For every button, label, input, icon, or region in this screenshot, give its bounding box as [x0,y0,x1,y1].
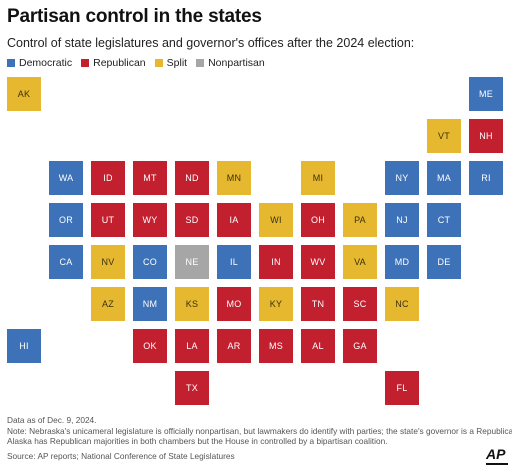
nebraska-note: Note: Nebraska's unicameral legislature … [7,425,512,436]
state-tile-ak: AK [7,77,41,111]
state-tile-oh: OH [301,203,335,237]
state-tile-ia: IA [217,203,251,237]
legend-swatch-democratic [7,59,15,67]
state-tile-pa: PA [343,203,377,237]
state-tile-nc: NC [385,287,419,321]
state-tile-tx: TX [175,371,209,405]
ap-logo: AP [486,446,506,462]
legend-label-democratic: Democratic [19,57,73,69]
state-tile-nv: NV [91,245,125,279]
state-tile-mn: MN [217,161,251,195]
state-tile-co: CO [133,245,167,279]
state-tile-ar: AR [217,329,251,363]
state-tile-nh: NH [469,119,503,153]
legend: Democratic Republican Split Nonpartisan [7,57,274,69]
state-tile-ut: UT [91,203,125,237]
state-tile-ri: RI [469,161,503,195]
state-tile-wa: WA [49,161,83,195]
state-tile-wi: WI [259,203,293,237]
legend-item-republican: Republican [81,57,146,69]
state-tile-mi: MI [301,161,335,195]
state-tile-or: OR [49,203,83,237]
page-title: Partisan control in the states [7,6,262,27]
state-tile-in: IN [259,245,293,279]
legend-item-democratic: Democratic [7,57,72,69]
state-tile-ks: KS [175,287,209,321]
state-tile-ga: GA [343,329,377,363]
legend-swatch-split [154,59,163,67]
state-tile-wy: WY [133,203,167,237]
state-tile-va: VA [343,245,377,279]
alaska-note: Alaska has Republican majorities in both… [7,436,388,447]
state-tile-ok: OK [133,329,167,363]
state-tile-il: IL [217,245,251,279]
legend-label-split: Split [166,57,188,69]
state-tile-la: LA [175,329,209,363]
legend-label-nonpartisan: Nonpartisan [208,57,265,69]
state-tile-mt: MT [133,161,167,195]
legend-label-republican: Republican [93,57,146,69]
state-tile-ne: NE [175,245,209,279]
state-tile-ct: CT [427,203,461,237]
state-tile-id: ID [91,161,125,195]
state-tile-hi: HI [7,329,41,363]
source-note: Source: AP reports; National Conference … [7,451,235,461]
state-tile-me: ME [469,77,503,111]
state-tile-sd: SD [175,203,209,237]
state-tile-tn: TN [301,287,335,321]
state-tile-nj: NJ [385,203,419,237]
legend-item-nonpartisan: Nonpartisan [196,57,265,69]
state-tile-ms: MS [259,329,293,363]
state-tile-az: AZ [91,287,125,321]
state-tile-nd: ND [175,161,209,195]
state-tile-al: AL [301,329,335,363]
state-tile-ca: CA [49,245,83,279]
chart-subtitle: Control of state legislatures and govern… [7,36,415,50]
state-tile-mo: MO [217,287,251,321]
legend-swatch-nonpartisan [196,59,205,67]
footer-notes: Data as of Dec. 9, 2024. Note: Nebraska'… [7,415,512,447]
state-tile-fl: FL [385,371,419,405]
state-tile-sc: SC [343,287,377,321]
data-date-note: Data as of Dec. 9, 2024. [7,415,97,425]
state-tile-ma: MA [427,161,461,195]
ap-logo-underline [486,463,508,465]
legend-swatch-republican [81,59,90,67]
state-tile-wv: WV [301,245,335,279]
legend-item-split: Split [154,57,188,69]
state-tile-ny: NY [385,161,419,195]
state-tile-vt: VT [427,119,461,153]
state-tile-md: MD [385,245,419,279]
state-tile-ky: KY [259,287,293,321]
state-tile-de: DE [427,245,461,279]
state-tile-nm: NM [133,287,167,321]
